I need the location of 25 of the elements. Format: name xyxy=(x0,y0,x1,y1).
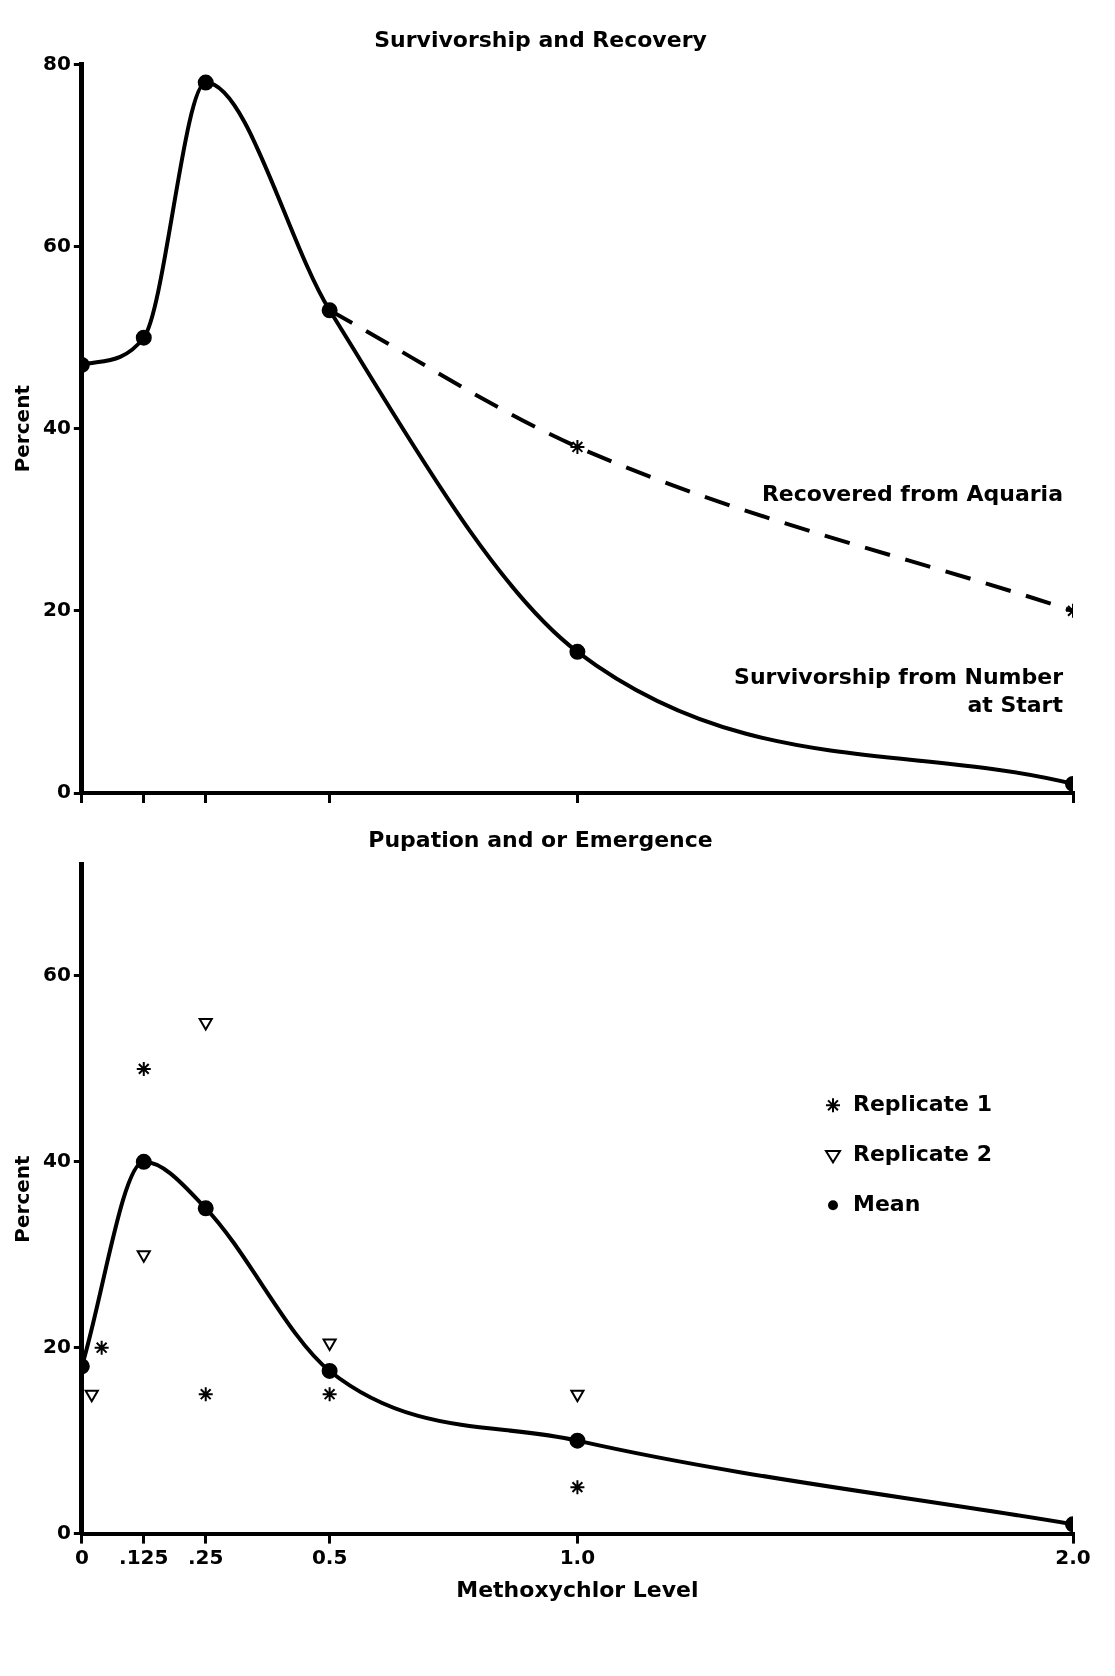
series-label: Survivorship from Number at Start xyxy=(734,663,1064,717)
x-tick-label: 0 xyxy=(74,1544,89,1569)
series-label: Recovered from Aquaria xyxy=(761,480,1063,506)
x-tick-label: 1.0 xyxy=(559,1544,596,1569)
y-tick-label: 40 xyxy=(42,1148,71,1173)
x-tick-label: 0.5 xyxy=(311,1544,348,1569)
x-tick-label: .125 xyxy=(119,1544,169,1569)
y-tick-label: 40 xyxy=(42,414,71,439)
legend-label: Replicate 2 xyxy=(853,1141,992,1167)
y-axis-title: Percent xyxy=(10,1154,35,1243)
y-tick-label: 0 xyxy=(56,1519,71,1544)
x-axis-title: Methoxychlor Level xyxy=(456,1576,699,1602)
y-axis-title: Percent xyxy=(10,384,35,473)
chart-title: Survivorship and Recovery xyxy=(374,26,707,52)
x-tick-label: .25 xyxy=(188,1544,224,1569)
y-tick-label: 20 xyxy=(42,597,71,622)
legend-label: Mean xyxy=(853,1191,921,1217)
x-tick-label: 2.0 xyxy=(1055,1544,1091,1569)
y-tick-label: 20 xyxy=(42,1333,71,1358)
y-tick-label: 80 xyxy=(42,50,71,75)
y-tick-label: 60 xyxy=(42,232,71,257)
y-tick-label: 60 xyxy=(42,962,71,987)
y-tick-label: 0 xyxy=(56,779,71,804)
chart-title: Pupation and or Emergence xyxy=(368,826,713,852)
legend-label: Replicate 1 xyxy=(853,1091,992,1117)
